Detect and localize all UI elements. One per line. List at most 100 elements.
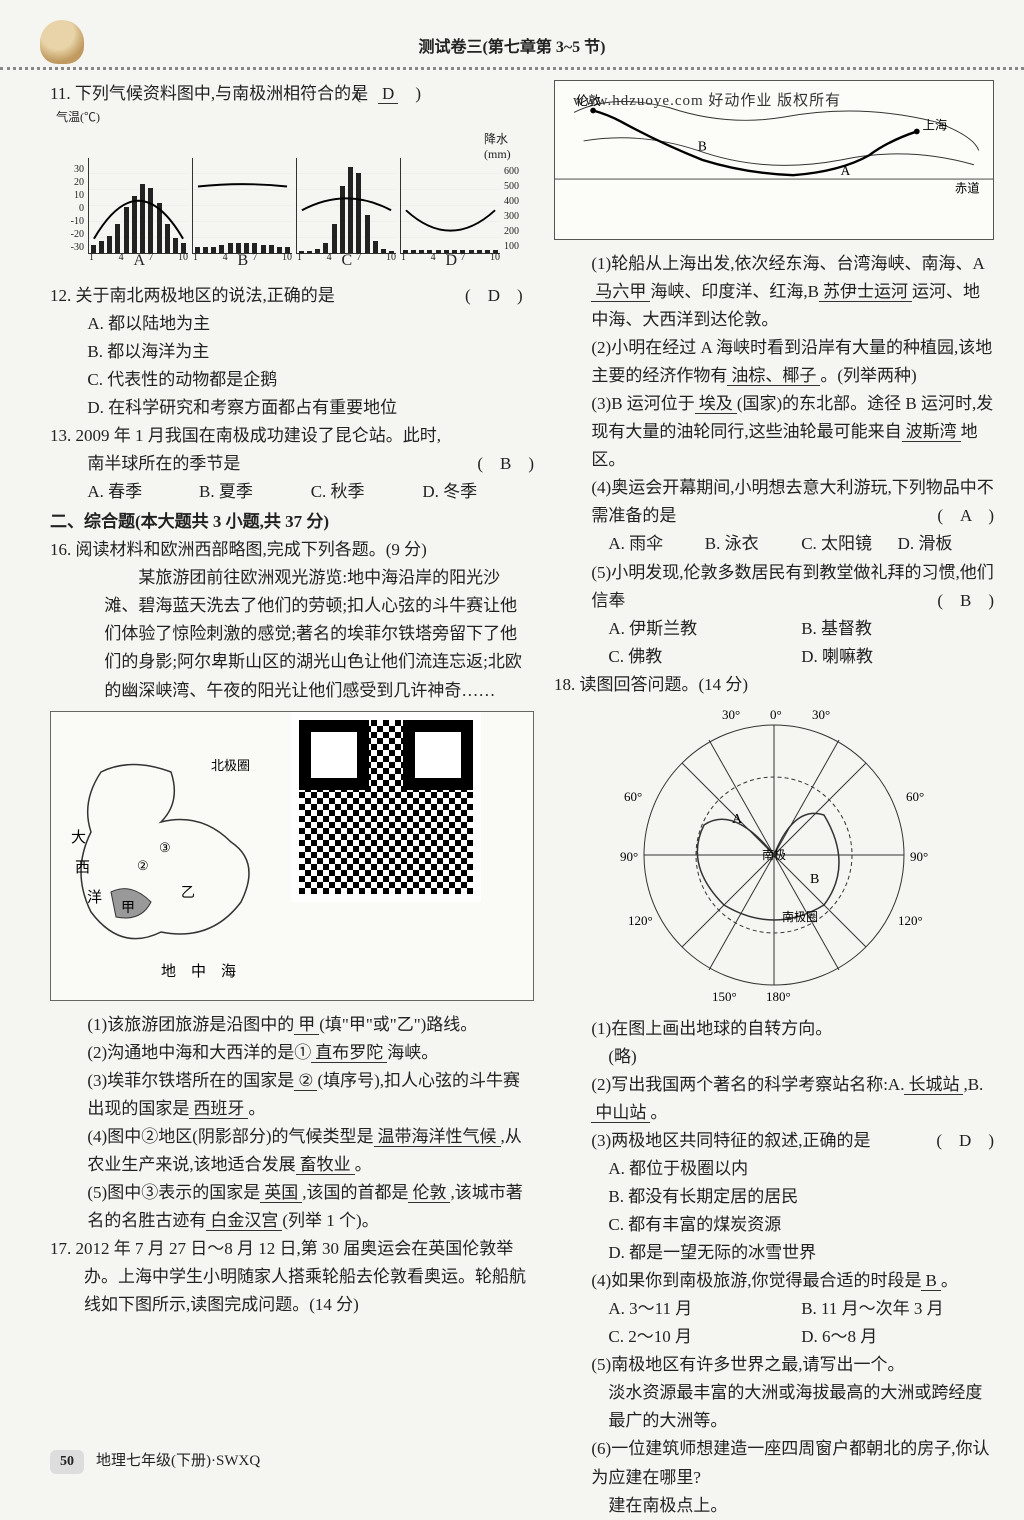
q16-sub5-ans3: 白金汉宫: [206, 1211, 282, 1231]
header-title: 测试卷三(第七章第 3~5 节): [419, 35, 606, 61]
q13-opt-c: C. 秋季: [311, 478, 423, 506]
svg-text:0°: 0°: [770, 707, 782, 722]
svg-text:30°: 30°: [812, 707, 830, 722]
europe-outline: 北极圈 大 西 洋 地 中 海 甲 乙 ② ③: [61, 752, 321, 982]
svg-text:海: 海: [221, 963, 236, 980]
q18-sub3: (3)两极地区共同特征的叙述,正确的是 ( D ): [554, 1127, 994, 1155]
svg-text:120°: 120°: [628, 913, 653, 928]
q16-sub3-ans1: ②: [294, 1071, 317, 1091]
q17-sub5-a: A. 伊斯兰教: [608, 615, 801, 643]
q16-sub3-ans2: 西班牙: [189, 1099, 248, 1119]
q16-stem: 16. 阅读材料和欧洲西部略图,完成下列各题。(9 分): [50, 536, 534, 564]
q11-precip-axis: 降水(mm) 600500400 300200100: [504, 132, 534, 254]
header-mascot-icon: [40, 20, 84, 64]
svg-text:150°: 150°: [712, 989, 737, 1004]
q12-opt-b: B. 都以海洋为主: [50, 338, 534, 366]
q12-opt-a: A. 都以陆地为主: [50, 310, 534, 338]
q17-sub5: (5)小明发现,伦敦多数居民有到教堂做礼拜的习惯,他们信奉 ( B ): [554, 559, 994, 615]
q17-sub3-ans1: 埃及: [695, 394, 737, 414]
q18-sub3-answer: D: [959, 1131, 971, 1150]
q16-sub4: (4)图中②地区(阴影部分)的气候类型是温带海洋性气候,从农业生产来说,该地适合…: [50, 1123, 534, 1179]
q13-answer: B: [500, 454, 511, 473]
svg-text:大: 大: [71, 829, 86, 846]
q18-sub4-d: D. 6～8 月: [801, 1323, 994, 1351]
svg-text:南极圈: 南极圈: [782, 909, 818, 924]
q12-answer: D: [488, 286, 500, 305]
q13-opt-d: D. 冬季: [422, 478, 534, 506]
q18-sub1: (1)在图上画出地球的自转方向。: [554, 1015, 994, 1043]
q18-sub4-a: A. 3～11 月: [608, 1295, 801, 1323]
svg-text:30°: 30°: [722, 707, 740, 722]
q17-sub4-answer: A: [960, 506, 971, 525]
q18-sub3-d: D. 都是一望无际的冰雪世界: [554, 1239, 994, 1267]
q11-chart-D: 14710D: [400, 158, 500, 254]
q12-answer-paren: ( D ): [499, 282, 534, 310]
q11-chart-B: 14710B: [192, 158, 292, 254]
q11-stem-text: 11. 下列气候资料图中,与南极洲相符合的是: [50, 84, 368, 103]
q12-opt-d: D. 在科学研究和考察方面都占有重要地位: [50, 394, 534, 422]
q18-sub1-ans: (略): [554, 1043, 994, 1071]
q18-sub4-opts: A. 3～11 月B. 11 月～次年 3 月 C. 2～10 月D. 6～8 …: [554, 1295, 994, 1351]
q13-answer-paren: ( B ): [477, 450, 534, 478]
q18-sub6: (6)一位建筑师想建造一座四周窗户都朝北的房子,你认为应建在哪里?: [554, 1435, 994, 1491]
q11-chart-A: 14710A: [88, 158, 188, 254]
q17-sub5-opts: A. 伊斯兰教B. 基督教 C. 佛教D. 喇嘛教: [554, 615, 994, 671]
page-number: 50: [50, 1450, 84, 1474]
left-column: 11. 下列气候资料图中,与南极洲相符合的是 ( D ) 气温(℃) 30201…: [50, 80, 534, 1520]
q17-sub5-d: D. 喇嘛教: [801, 643, 994, 671]
q18-sub4: (4)如果你到南极旅游,你觉得最合适的时段是B。: [554, 1267, 994, 1295]
q12-stem: 12. 关于南北两极地区的说法,正确的是 ( D ): [50, 282, 534, 310]
q18-sub5: (5)南极地区有许多世界之最,请写出一个。: [554, 1351, 994, 1379]
svg-text:90°: 90°: [620, 849, 638, 864]
q17-sub5-c: C. 佛教: [608, 643, 801, 671]
q13-stem2: 南半球所在的季节是: [87, 454, 240, 473]
q17-sub1-ans2: 苏伊士运河: [819, 282, 912, 302]
q13-stem: 13. 2009 年 1 月我国在南极成功建设了昆仑站。此时,: [50, 422, 534, 450]
q17-sub4-b: B. 泳衣: [705, 530, 801, 558]
q17-sub5-answer: B: [960, 591, 971, 610]
q17-sub3-ans2: 波斯湾: [902, 422, 961, 442]
svg-text:B: B: [810, 872, 819, 887]
q13-opt-b: B. 夏季: [199, 478, 311, 506]
q17-sub5-b: B. 基督教: [801, 615, 994, 643]
svg-text:60°: 60°: [906, 789, 924, 804]
q11-answer-paren: ( D ): [372, 80, 421, 108]
svg-text:90°: 90°: [910, 849, 928, 864]
q18-sub2: (2)写出我国两个著名的科学考察站名称:A.长城站,B.中山站。: [554, 1071, 994, 1127]
q17-sub1: (1)轮船从上海出发,依次经东海、台湾海峡、南海、A马六甲海峡、印度洋、红海,B…: [554, 250, 994, 334]
q17-sub2: (2)小明在经过 A 海峡时看到沿岸有大量的种植园,该地主要的经济作物有油棕、椰…: [554, 334, 994, 390]
book-title: 地理七年级(下册)·SWXQ: [96, 1449, 260, 1474]
q13-stem2-row: 南半球所在的季节是 ( B ): [50, 450, 534, 478]
section2-title: 二、综合题(本大题共 3 小题,共 37 分): [50, 508, 534, 536]
q17-sub4-d: D. 滑板: [898, 530, 994, 558]
svg-text:西: 西: [75, 860, 90, 876]
content-columns: 11. 下列气候资料图中,与南极洲相符合的是 ( D ) 气温(℃) 30201…: [0, 70, 1024, 1520]
q18-sub4-ans: B: [921, 1271, 940, 1291]
svg-text:洋: 洋: [87, 889, 102, 906]
page-footer: 50 地理七年级(下册)·SWXQ: [50, 1449, 260, 1474]
svg-text:乙: 乙: [181, 885, 195, 901]
q16-sub4-ans1: 温带海洋性气候: [374, 1127, 501, 1147]
q18-sub2-ans1: 长城站: [904, 1075, 963, 1095]
q17-sub4-a: A. 雨伞: [608, 530, 704, 558]
q13-opts: A. 春季 B. 夏季 C. 秋季 D. 冬季: [50, 478, 534, 506]
page-header: 测试卷三(第七章第 3~5 节): [0, 0, 1024, 70]
qr-code-overlay: [291, 712, 481, 902]
q18-sub4-c: C. 2～10 月: [608, 1323, 801, 1351]
svg-text:南极: 南极: [762, 847, 786, 862]
q11-charts: 302010 0-10-20 -30 14710A14710B14710C147…: [54, 132, 534, 254]
svg-text:120°: 120°: [898, 913, 923, 928]
q11-answer: D: [378, 84, 398, 104]
svg-text:③: ③: [159, 840, 171, 855]
right-column: www.hdzuoye.com 好动作业 版权所有 赤道 伦敦 上海 A B (…: [554, 80, 994, 1520]
svg-text:甲: 甲: [121, 901, 135, 916]
q16-sub2: (2)沟通地中海和大西洋的是①直布罗陀海峡。: [50, 1039, 534, 1067]
q18-polar-map: 南极 南极圈 30°0°30° 60°60° 90°90° 120°120° 1…: [594, 705, 954, 1005]
svg-text:赤道: 赤道: [955, 181, 980, 195]
q11-chart-C: 14710C: [296, 158, 396, 254]
q11-ylabel: 气温(℃): [56, 108, 534, 128]
svg-text:A: A: [732, 812, 743, 827]
q16-europe-map: 北极圈 大 西 洋 地 中 海 甲 乙 ② ③: [50, 711, 534, 1001]
q16-sub2-ans: 直布罗陀: [311, 1043, 387, 1063]
q16-sub1: (1)该旅游团旅游是沿图中的甲(填"甲"或"乙")路线。: [50, 1011, 534, 1039]
